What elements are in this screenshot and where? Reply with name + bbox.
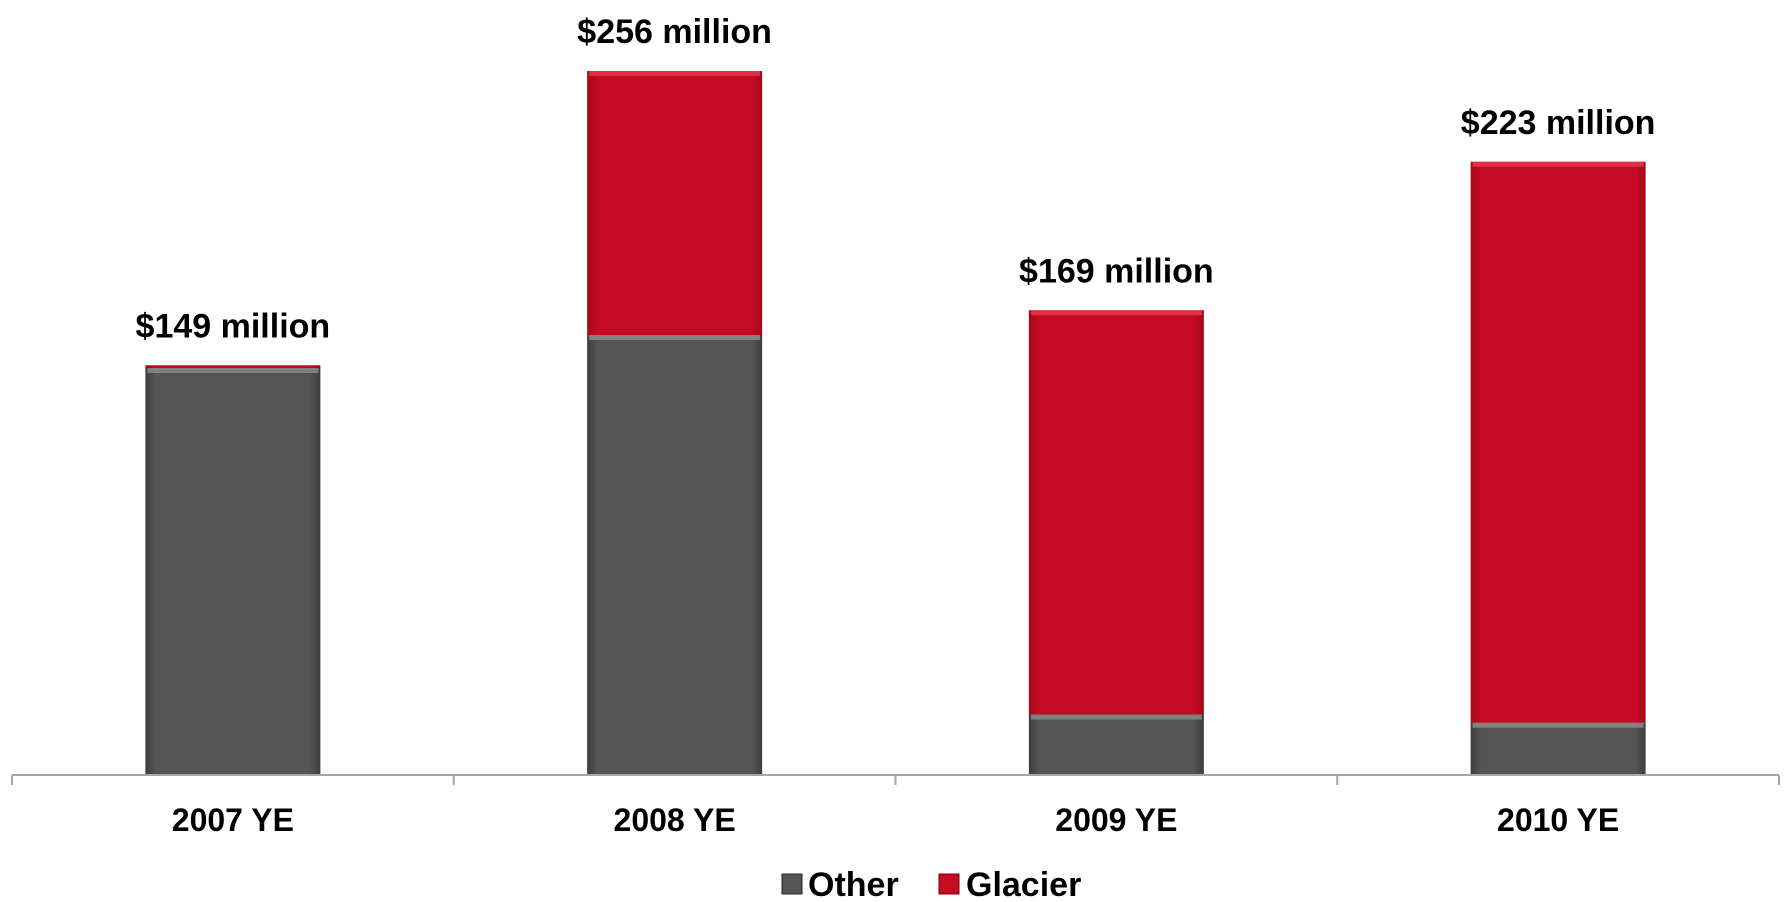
- category-label: 2007 YE: [172, 802, 294, 838]
- bar-other-bevel: [1472, 722, 1644, 728]
- x-axis-ticks: [11, 775, 1780, 785]
- category-labels: 2007 YE 2008 YE 2009 YE 2010 YE: [172, 802, 1619, 838]
- bar-glacier-bevel: [1030, 310, 1202, 316]
- bar-other[interactable]: [587, 335, 763, 775]
- legend-item-other[interactable]: Other: [781, 866, 899, 902]
- total-labels: $149 million $256 million $169 million $223…: [136, 13, 1656, 345]
- legend-label-glacier: Glacier: [966, 866, 1081, 902]
- category-label: 2010 YE: [1497, 802, 1619, 838]
- bar-glacier[interactable]: [145, 365, 321, 368]
- bar-other-bevel: [1030, 714, 1202, 720]
- legend-label-other: Other: [808, 866, 899, 902]
- total-label: $256 million: [577, 13, 772, 51]
- bar-glacier[interactable]: [1028, 310, 1204, 715]
- bar-glacier-bevel: [589, 71, 761, 76]
- legend-swatch-other: [781, 873, 803, 895]
- legend: Other Glacier: [781, 866, 1081, 902]
- legend-item-glacier[interactable]: Glacier: [938, 866, 1081, 902]
- legend-swatch-glacier: [938, 873, 960, 895]
- bars-group: [145, 71, 1646, 776]
- bar-glacier-bevel: [1472, 161, 1644, 167]
- bar-other[interactable]: [145, 368, 321, 775]
- bar-other-bevel: [589, 335, 761, 340]
- total-label: $149 million: [136, 307, 331, 345]
- bar-glacier[interactable]: [587, 71, 763, 335]
- category-label: 2009 YE: [1055, 802, 1177, 838]
- bar-other-bevel: [147, 368, 319, 373]
- total-label: $223 million: [1461, 104, 1656, 142]
- bar-other[interactable]: [1028, 714, 1204, 776]
- category-label: 2008 YE: [614, 802, 736, 838]
- total-label: $169 million: [1019, 252, 1214, 290]
- bar-glacier[interactable]: [1470, 161, 1646, 723]
- bar-other[interactable]: [1470, 722, 1646, 775]
